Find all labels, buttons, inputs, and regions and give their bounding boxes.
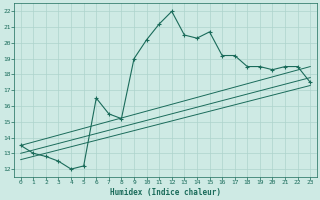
X-axis label: Humidex (Indice chaleur): Humidex (Indice chaleur)	[110, 188, 221, 197]
